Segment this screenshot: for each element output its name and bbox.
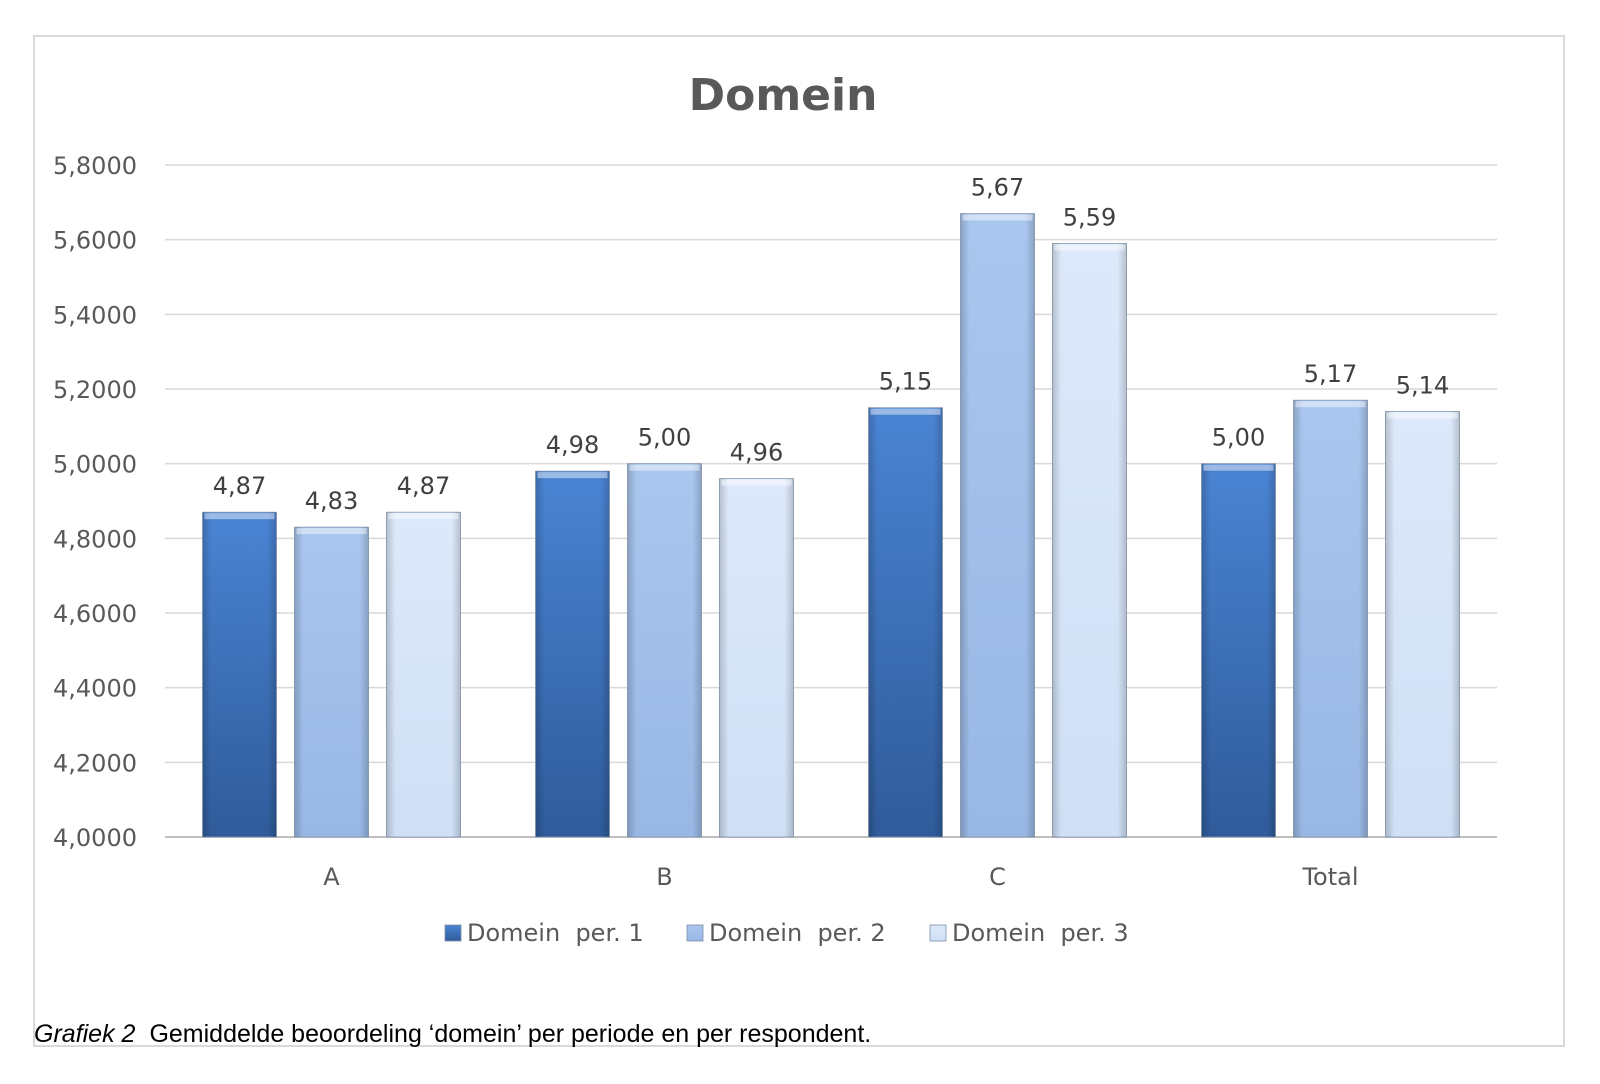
legend-swatch [686, 924, 704, 942]
bar-highlight [296, 528, 367, 535]
bar-shade [868, 407, 943, 837]
y-tick-label: 5,8000 [53, 152, 137, 180]
y-tick-label: 4,2000 [53, 749, 137, 777]
bar-shade [294, 527, 369, 837]
bar-shade [202, 512, 277, 837]
data-label: 5,14 [1396, 371, 1449, 399]
y-tick-label: 4,0000 [53, 824, 137, 852]
bar-shade [1201, 463, 1276, 837]
data-label: 5,00 [1212, 424, 1265, 452]
legend-label: Domein per. 2 [709, 919, 886, 947]
bar-highlight [537, 472, 608, 479]
bar-highlight [204, 513, 275, 520]
legend-swatch [929, 924, 947, 942]
y-tick-label: 5,0000 [53, 451, 137, 479]
bar-highlight [1203, 464, 1274, 471]
caption-text: Gemiddelde beoordeling ‘domein’ per peri… [149, 1020, 872, 1048]
chart-title: Domein [689, 70, 878, 121]
x-tick-label: A [323, 863, 340, 891]
y-tick-label: 4,6000 [53, 600, 137, 628]
y-tick-label: 5,6000 [53, 227, 137, 255]
data-label: 4,98 [546, 431, 599, 459]
data-label: 4,96 [730, 439, 783, 467]
bar-highlight [629, 464, 700, 471]
x-tick-label: C [989, 863, 1006, 891]
bar-chart: Domein 4,0000 4,2000 4,4000 4,6000 4,8000 5,00… [53, 70, 1497, 947]
data-label: 4,87 [397, 472, 450, 500]
data-label: 4,87 [213, 472, 266, 500]
y-tick-label: 4,4000 [53, 675, 137, 703]
bar-highlight [721, 479, 792, 486]
chart-frame: Domein 4,0000 4,2000 4,4000 4,6000 4,8000 5,00… [33, 35, 1565, 1047]
bar-highlight [1387, 412, 1458, 419]
bar-shade [1293, 400, 1368, 837]
bar-highlight [962, 214, 1033, 221]
bar-shade [535, 471, 610, 837]
caption-label: Grafiek 2 [34, 1020, 136, 1048]
y-tick-label: 5,2000 [53, 376, 137, 404]
data-label: 5,15 [879, 368, 932, 396]
bar-highlight [1054, 244, 1125, 251]
data-label: 4,83 [305, 487, 358, 515]
x-tick-label: Total [1301, 863, 1358, 891]
bar-shade [719, 478, 794, 837]
bar-highlight [1295, 401, 1366, 408]
legend-swatch [444, 924, 462, 942]
bar-highlight [388, 513, 459, 520]
x-tick-label: B [656, 863, 672, 891]
bar-shade [960, 213, 1035, 838]
data-label: 5,59 [1063, 203, 1116, 231]
figure-caption: Grafiek 2 Gemiddelde beoordeling ‘domein’… [34, 1020, 1534, 1049]
y-tick-label: 4,8000 [53, 525, 137, 553]
bar-shade [1385, 411, 1460, 837]
legend-label: Domein per. 3 [952, 919, 1129, 947]
bar-shade [627, 463, 702, 837]
legend-label: Domein per. 1 [467, 919, 644, 947]
data-label: 5,67 [971, 174, 1024, 202]
data-label: 5,17 [1304, 360, 1357, 388]
bar-highlight [870, 408, 941, 415]
data-label: 5,00 [638, 424, 691, 452]
y-tick-label: 5,4000 [53, 301, 137, 329]
bar-shade [386, 512, 461, 837]
bar-shade [1052, 243, 1127, 837]
